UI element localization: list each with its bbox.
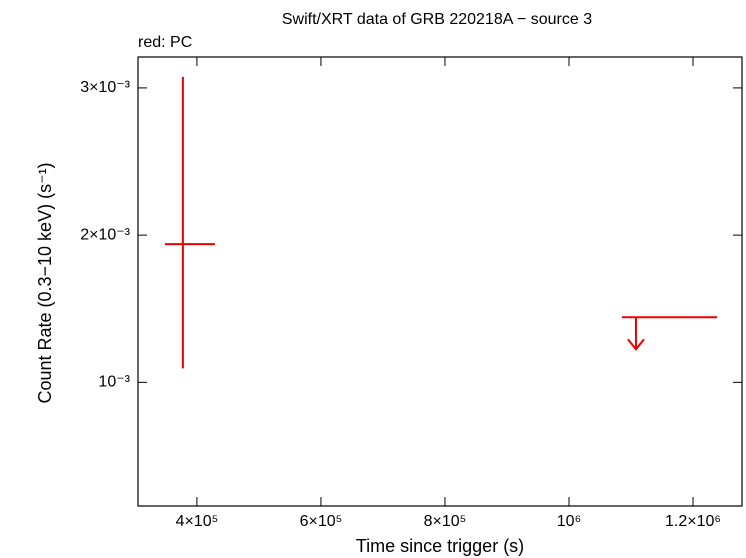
chart-subtitle: red: PC <box>138 34 192 51</box>
x-tick-label: 1.2×10⁶ <box>665 513 721 530</box>
y-axis-label: Count Rate (0.3−10 keV) (s⁻¹) <box>35 162 55 403</box>
x-tick-label: 6×10⁵ <box>300 513 343 530</box>
y-tick-label: 2×10⁻³ <box>80 226 130 243</box>
x-axis-label: Time since trigger (s) <box>356 536 524 556</box>
x-tick-label: 4×10⁵ <box>176 513 219 530</box>
chart-title: Swift/XRT data of GRB 220218A − source 3 <box>282 11 592 28</box>
upper-limit-arrow <box>627 317 645 351</box>
x-tick-label: 10⁶ <box>557 513 581 530</box>
plot-frame <box>137 56 743 507</box>
y-tick-label: 10⁻³ <box>98 374 130 391</box>
x-tick-label: 8×10⁵ <box>424 513 467 530</box>
y-tick-label: 3×10⁻³ <box>80 79 130 96</box>
